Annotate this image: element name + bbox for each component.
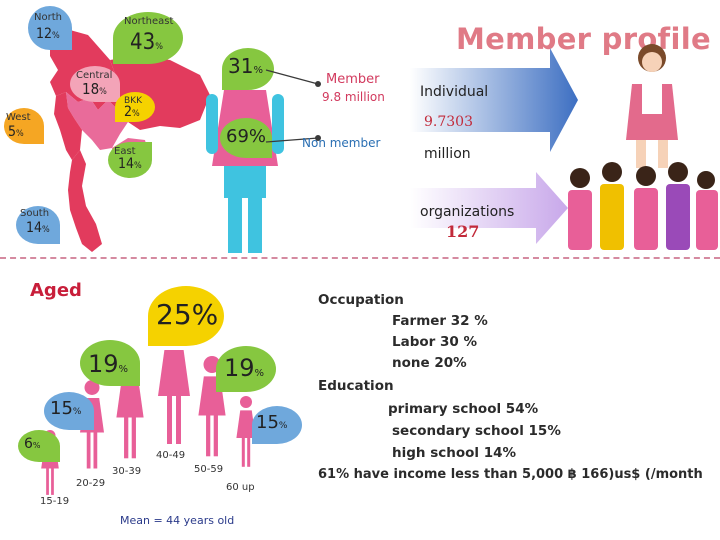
- northeast-label: Northeast: [124, 16, 174, 27]
- bkk-value: 2%: [124, 104, 140, 120]
- occupation-item-farmer: Farmer 32 %: [392, 313, 488, 329]
- section-divider: [0, 257, 720, 259]
- individual-label: Individual: [420, 84, 489, 100]
- education-item-high: high school 14%: [392, 445, 517, 461]
- thailand-map: [50, 30, 210, 252]
- businesswoman-icon: [626, 44, 678, 168]
- central-bubble: [70, 66, 120, 102]
- west-bubble: [4, 108, 44, 144]
- age-30-39-value: 19%: [88, 350, 129, 378]
- age-20-29-bubble: [44, 392, 94, 430]
- education-title: Education: [318, 378, 394, 394]
- male-percent: 69%: [226, 126, 267, 147]
- education-item-primary: primary school 54%: [388, 401, 539, 417]
- northeast-value: 43%: [130, 30, 163, 55]
- male-percent-bubble: [220, 118, 272, 158]
- mean-age: Mean = 44 years old: [120, 514, 235, 527]
- individual-unit: million: [424, 146, 471, 162]
- member-arrows: [410, 48, 578, 244]
- age-label-50-59: 50-59: [194, 464, 224, 475]
- organizations-label: organizations: [420, 204, 515, 220]
- member-count: 9.8 million: [322, 90, 385, 104]
- occupation-item-none: none 20%: [392, 355, 467, 371]
- east-bubble: [108, 142, 152, 178]
- central-label: Central: [76, 70, 113, 81]
- east-value: 14%: [118, 156, 142, 172]
- female-percent-bubble: [222, 48, 274, 90]
- education-item-secondary: secondary school 15%: [392, 423, 561, 439]
- age-60-up-bubble: [252, 406, 302, 444]
- west-label: West: [6, 112, 31, 123]
- north-bubble: [28, 6, 72, 50]
- age-15-19-bubble: [18, 430, 60, 462]
- women-group-icon: [568, 162, 718, 250]
- age-30-39-bubble: [80, 340, 140, 386]
- south-bubble: [16, 206, 60, 244]
- occupation-item-labor: Labor 30 %: [392, 334, 478, 350]
- female-percent: 31%: [228, 54, 263, 78]
- age-label-30-39: 30-39: [112, 466, 142, 477]
- age-figure-60-up: [236, 396, 256, 467]
- age-50-59-bubble: [216, 346, 276, 392]
- age-label-20-29: 20-29: [76, 478, 106, 489]
- central-value: 18%: [82, 80, 107, 98]
- aged-title: Aged: [30, 280, 82, 301]
- member-label: Member: [326, 72, 380, 87]
- northeast-bubble: [113, 12, 183, 64]
- age-40-49-value: 25%: [156, 298, 219, 331]
- page-title: Member profile: [456, 22, 711, 56]
- bkk-label: BKK: [124, 96, 142, 106]
- age-15-19-value: 6%: [24, 436, 41, 452]
- income-statement: 61% have income less than 5,000 ฿ 166)us…: [318, 467, 703, 482]
- age-40-49-bubble: [148, 286, 224, 346]
- connector-lines: [265, 69, 321, 143]
- south-value: 14%: [26, 220, 50, 236]
- age-60-up-value: 15%: [256, 412, 288, 433]
- age-label-60-up: 60 up: [226, 482, 255, 493]
- non-member-label: Non member: [302, 136, 381, 150]
- east-label: East: [114, 146, 136, 157]
- north-label: North: [34, 12, 62, 23]
- occupation-title: Occupation: [318, 292, 404, 308]
- age-label-15-19: 15-19: [40, 496, 70, 507]
- age-20-29-value: 15%: [50, 398, 82, 419]
- west-value: 5%: [8, 124, 24, 140]
- age-label-40-49: 40-49: [156, 450, 186, 461]
- bkk-bubble: [115, 92, 155, 122]
- south-label: South: [20, 208, 50, 219]
- organizations-count: 127: [446, 222, 480, 241]
- individual-count: 9.7303: [424, 114, 473, 130]
- north-value: 12%: [36, 26, 60, 42]
- age-50-59-value: 19%: [224, 354, 265, 382]
